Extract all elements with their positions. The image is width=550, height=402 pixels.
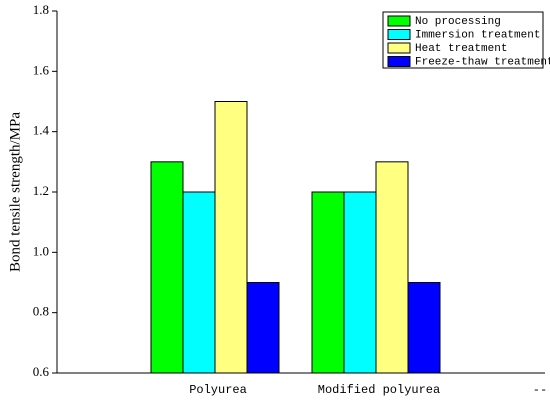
- legend-label: No processing: [415, 16, 501, 28]
- legend-label: Freeze-thaw treatment: [415, 56, 550, 68]
- bar: [214, 101, 248, 374]
- bar: [182, 191, 216, 374]
- y-tick-label: 1.8: [33, 2, 49, 17]
- bar: [375, 161, 409, 374]
- bar: [150, 161, 184, 374]
- legend-swatch: [387, 42, 411, 54]
- bar: [407, 282, 441, 374]
- y-tick-label: 1.0: [33, 243, 49, 258]
- bar: [343, 191, 377, 374]
- bar: [311, 191, 345, 374]
- legend-swatch: [387, 29, 411, 40]
- y-axis-label: Bond tensile strength/MPa: [7, 112, 23, 272]
- x-tick-label: Modified polyurea: [318, 383, 440, 397]
- legend-label: Immersion treatment: [415, 29, 540, 41]
- legend-swatch: [387, 56, 411, 67]
- legend-swatch: [387, 15, 411, 27]
- y-tick-label: 1.2: [33, 183, 49, 198]
- x-tick-label: Polyurea: [189, 383, 247, 397]
- y-tick-label: 1.4: [33, 123, 50, 138]
- y-tick-label: 0.8: [33, 304, 49, 319]
- bar: [246, 282, 280, 374]
- y-tick-label: 0.6: [33, 364, 50, 379]
- x-tick-label: --: [533, 383, 547, 397]
- y-tick-label: 1.6: [33, 62, 50, 77]
- legend-label: Heat treatment: [415, 43, 507, 55]
